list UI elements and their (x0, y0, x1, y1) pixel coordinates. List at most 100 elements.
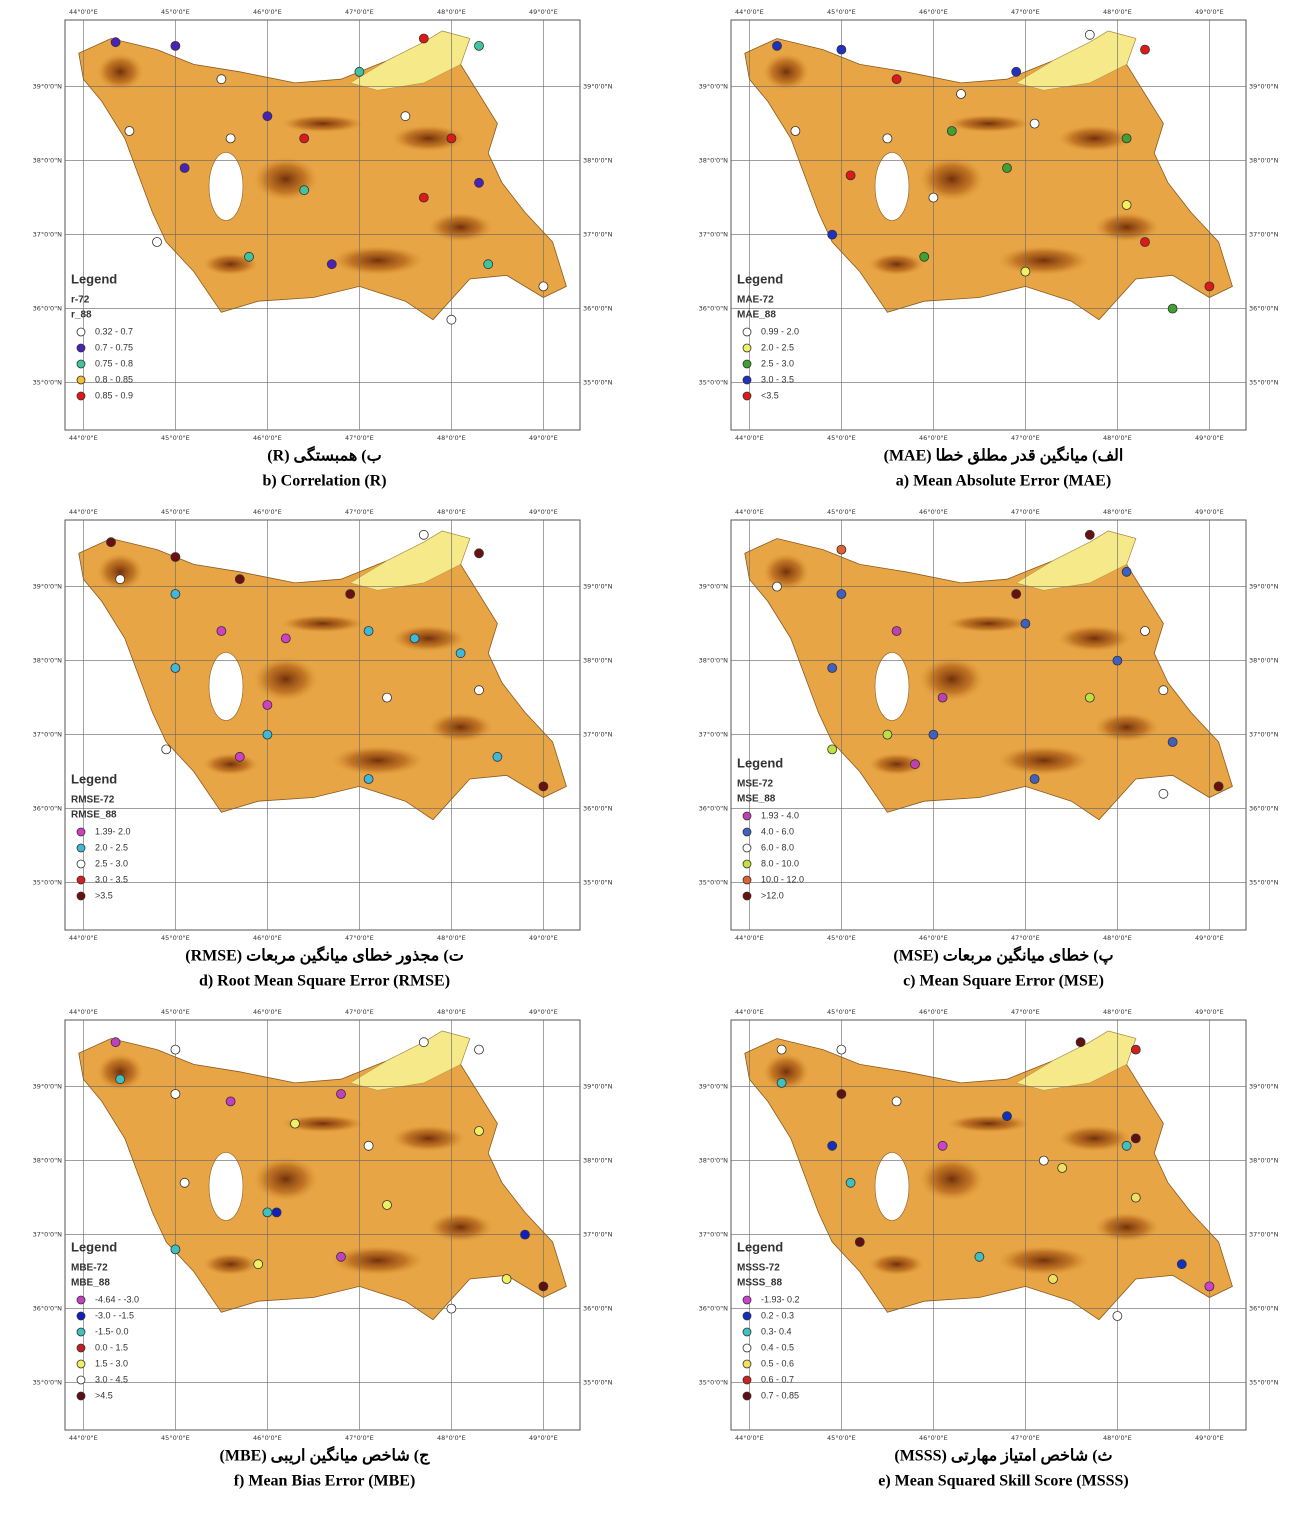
legend-title: Legend (737, 271, 783, 286)
station (170, 1089, 181, 1099)
legend-layer: MBE-72 (71, 1263, 108, 1274)
lat-tick-label: 37°0'0"N (33, 731, 63, 739)
map-panel: 44°0'0"E 44°0'0"E 45°0'0"E 45°0'0"E 46°0'0"E… (699, 8, 1279, 490)
station (974, 1251, 985, 1262)
terrain-shade (869, 1253, 925, 1276)
lat-tick-label: 36°0'0"N (583, 805, 613, 813)
legend-title: Legend (71, 771, 117, 786)
caption-fa: ث) شاخص امتیاز مهارتی (MSSS) (894, 1448, 1112, 1466)
terrain-shade (869, 753, 925, 776)
terrain-shade (331, 1245, 424, 1276)
terrain-shade (281, 1114, 364, 1133)
lon-tick-label: 44°0'0"E (735, 434, 764, 442)
station (336, 1089, 346, 1099)
legend-swatch (742, 1343, 752, 1353)
station (225, 133, 236, 144)
legend-label: -3.0 - -1.5 (95, 1310, 134, 1320)
lowland-plain (349, 30, 471, 91)
legend-label: 8.0 - 10.0 (761, 858, 799, 868)
legend-label: 0.0 - 1.5 (95, 1342, 128, 1352)
lake (208, 652, 244, 721)
lat-tick-label: 38°0'0"N (33, 657, 63, 665)
lake (874, 152, 910, 221)
lat-tick-label: 36°0'0"N (583, 305, 613, 313)
terrain-shade (763, 553, 810, 591)
station (1204, 1281, 1215, 1292)
map-panel: 44°0'0"E 44°0'0"E 45°0'0"E 45°0'0"E 46°0'0"E… (33, 8, 613, 490)
map-body (65, 520, 580, 930)
lon-tick-label: 47°0'0"E (1011, 8, 1040, 16)
station (1130, 1133, 1141, 1144)
station (1167, 737, 1178, 747)
lat-tick-label: 35°0'0"N (33, 1379, 63, 1387)
lon-tick-label: 47°0'0"E (1011, 934, 1040, 942)
lon-tick-label: 44°0'0"E (69, 8, 98, 16)
lat-tick-label: 39°0'0"N (699, 583, 729, 591)
lat-tick-label: 39°0'0"N (1249, 83, 1279, 91)
lon-tick-label: 47°0'0"E (345, 934, 374, 942)
legend-swatch (742, 375, 752, 385)
lon-tick-label: 45°0'0"E (827, 434, 856, 442)
terrain-shade (97, 53, 144, 91)
lat-tick-label: 38°0'0"N (33, 1157, 63, 1165)
station (363, 774, 374, 784)
lon-tick-label: 45°0'0"E (827, 1008, 856, 1016)
legend-label: >4.5 (95, 1390, 113, 1400)
caption-en: a) Mean Absolute Error (MAE) (896, 473, 1111, 490)
legend-label: 0.99 - 2.0 (761, 326, 799, 336)
legend-label: 3.0 - 3.5 (761, 374, 794, 384)
station (836, 544, 847, 555)
legend-swatch (76, 375, 86, 385)
station (827, 229, 838, 240)
station (836, 44, 847, 55)
terrain-shade (947, 1114, 1030, 1133)
station (115, 1074, 126, 1085)
lat-tick-label: 39°0'0"N (33, 583, 63, 591)
legend-layer: RMSE-72 (71, 795, 115, 806)
caption-en: b) Correlation (R) (262, 473, 386, 490)
terrain-shade (428, 712, 493, 742)
station (891, 626, 902, 636)
lat-tick-label: 39°0'0"N (1249, 1083, 1279, 1091)
station (280, 633, 291, 644)
lon-tick-label: 46°0'0"E (919, 8, 948, 16)
station (937, 1140, 948, 1151)
station (354, 66, 365, 77)
lon-tick-label: 44°0'0"E (69, 1008, 98, 1016)
lat-tick-label: 38°0'0"N (699, 657, 729, 665)
station (418, 33, 429, 44)
station (262, 700, 273, 710)
caption-fa: ت) مجذور خطای میانگین مربعات (RMSE) (185, 946, 464, 966)
station (891, 1096, 902, 1107)
lat-tick-label: 37°0'0"N (33, 231, 63, 239)
station (170, 589, 181, 599)
legend-swatch (742, 359, 752, 369)
caption-fa: پ) خطای میانگین مربعات (MSE) (893, 946, 1113, 966)
terrain-shade (763, 1053, 810, 1091)
station (845, 170, 856, 181)
lon-tick-label: 48°0'0"E (437, 934, 466, 942)
lat-tick-label: 39°0'0"N (1249, 583, 1279, 591)
lon-tick-label: 47°0'0"E (345, 8, 374, 16)
terrain-shade (869, 253, 925, 276)
legend-layer: r_88 (71, 310, 92, 321)
caption-en: e) Mean Squared Skill Score (MSSS) (878, 1473, 1129, 1490)
lat-tick-label: 36°0'0"N (33, 1305, 63, 1313)
province-area (78, 30, 567, 321)
lon-tick-label: 48°0'0"E (1103, 1008, 1132, 1016)
station (336, 1251, 346, 1262)
lat-tick-label: 38°0'0"N (699, 157, 729, 165)
station (1057, 1163, 1068, 1173)
station (244, 251, 254, 262)
station (1213, 781, 1224, 792)
legend-swatch (76, 827, 86, 837)
station (179, 1177, 190, 1188)
map-body (731, 520, 1246, 930)
station (409, 633, 420, 644)
station (1130, 1192, 1141, 1203)
terrain-shade (253, 156, 318, 202)
terrain-shade (1057, 125, 1132, 152)
station (772, 581, 782, 592)
